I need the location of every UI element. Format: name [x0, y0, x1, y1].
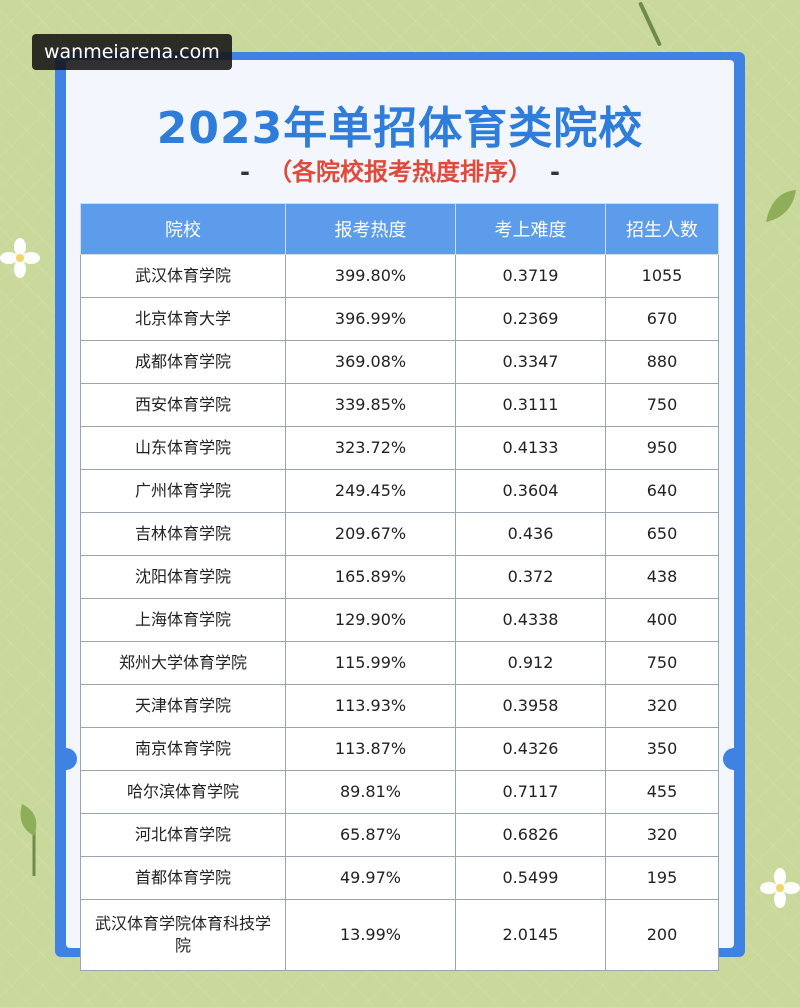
cell-school: 武汉体育学院 — [80, 254, 286, 298]
page-title: 2023年单招体育类院校 — [156, 103, 644, 154]
cell-difficulty: 0.7117 — [455, 770, 606, 814]
cell-school: 北京体育大学 — [80, 297, 286, 341]
cell-heat: 65.87% — [285, 813, 456, 857]
cell-enrollment: 200 — [605, 899, 719, 971]
table-row: 广州体育学院 249.45% 0.3604 640 — [80, 469, 719, 513]
cell-enrollment: 438 — [605, 555, 719, 599]
cell-school: 吉林体育学院 — [80, 512, 286, 556]
cell-enrollment: 320 — [605, 684, 719, 728]
table-row: 哈尔滨体育学院 89.81% 0.7117 455 — [80, 770, 719, 814]
cell-school: 广州体育学院 — [80, 469, 286, 513]
table-row: 上海体育学院 129.90% 0.4338 400 — [80, 598, 719, 642]
cell-difficulty: 0.3111 — [455, 383, 606, 427]
cell-heat: 49.97% — [285, 856, 456, 900]
cell-difficulty: 0.3604 — [455, 469, 606, 513]
cell-heat: 115.99% — [285, 641, 456, 685]
table-row: 武汉体育学院体育科技学院 13.99% 2.0145 200 — [80, 899, 719, 971]
cell-enrollment: 640 — [605, 469, 719, 513]
cell-school: 天津体育学院 — [80, 684, 286, 728]
side-dot-left — [55, 748, 77, 770]
cell-school: 首都体育学院 — [80, 856, 286, 900]
ranking-table: 院校 报考热度 考上难度 招生人数 武汉体育学院 399.80% 0.3719 105… — [80, 203, 719, 971]
flower-icon-right — [760, 868, 800, 908]
cell-school: 成都体育学院 — [80, 340, 286, 384]
cell-heat: 129.90% — [285, 598, 456, 642]
table-row: 成都体育学院 369.08% 0.3347 880 — [80, 340, 719, 384]
table-row: 吉林体育学院 209.67% 0.436 650 — [80, 512, 719, 556]
subtitle-dash-left: - — [240, 158, 250, 186]
cell-difficulty: 0.912 — [455, 641, 606, 685]
cell-enrollment: 750 — [605, 641, 719, 685]
cell-difficulty: 0.3347 — [455, 340, 606, 384]
header-enrollment: 招生人数 — [605, 203, 719, 255]
cell-heat: 113.87% — [285, 727, 456, 771]
table-row: 山东体育学院 323.72% 0.4133 950 — [80, 426, 719, 470]
cell-enrollment: 350 — [605, 727, 719, 771]
cell-school: 山东体育学院 — [80, 426, 286, 470]
cell-difficulty: 0.4326 — [455, 727, 606, 771]
cell-enrollment: 950 — [605, 426, 719, 470]
header-school: 院校 — [80, 203, 286, 255]
cell-enrollment: 195 — [605, 856, 719, 900]
cell-enrollment: 400 — [605, 598, 719, 642]
cell-school: 郑州大学体育学院 — [80, 641, 286, 685]
table-row: 北京体育大学 396.99% 0.2369 670 — [80, 297, 719, 341]
cell-heat: 209.67% — [285, 512, 456, 556]
cell-enrollment: 320 — [605, 813, 719, 857]
cell-heat: 89.81% — [285, 770, 456, 814]
cell-heat: 399.80% — [285, 254, 456, 298]
cell-difficulty: 2.0145 — [455, 899, 606, 971]
cell-difficulty: 0.4338 — [455, 598, 606, 642]
table-row: 河北体育学院 65.87% 0.6826 320 — [80, 813, 719, 857]
cell-school: 南京体育学院 — [80, 727, 286, 771]
table-row: 武汉体育学院 399.80% 0.3719 1055 — [80, 254, 719, 298]
subtitle-dash-right: - — [550, 158, 560, 186]
cell-heat: 369.08% — [285, 340, 456, 384]
flower-icon-left — [0, 238, 40, 278]
cell-school: 河北体育学院 — [80, 813, 286, 857]
cell-enrollment: 650 — [605, 512, 719, 556]
cell-difficulty: 0.2369 — [455, 297, 606, 341]
cell-difficulty: 0.436 — [455, 512, 606, 556]
table-row: 沈阳体育学院 165.89% 0.372 438 — [80, 555, 719, 599]
page-subtitle: - （各院校报考热度排序） - — [66, 152, 734, 187]
cell-difficulty: 0.6826 — [455, 813, 606, 857]
cell-difficulty: 0.5499 — [455, 856, 606, 900]
leaf-icon-right — [766, 190, 796, 222]
cell-school: 上海体育学院 — [80, 598, 286, 642]
table-header-row: 院校 报考热度 考上难度 招生人数 — [80, 203, 719, 255]
cell-enrollment: 670 — [605, 297, 719, 341]
cell-heat: 339.85% — [285, 383, 456, 427]
header-difficulty: 考上难度 — [455, 203, 606, 255]
cell-school: 哈尔滨体育学院 — [80, 770, 286, 814]
cell-difficulty: 0.3719 — [455, 254, 606, 298]
cell-enrollment: 1055 — [605, 254, 719, 298]
table-row: 西安体育学院 339.85% 0.3111 750 — [80, 383, 719, 427]
cell-enrollment: 750 — [605, 383, 719, 427]
cell-heat: 13.99% — [285, 899, 456, 971]
header-heat: 报考热度 — [285, 203, 456, 255]
cell-enrollment: 455 — [605, 770, 719, 814]
cell-heat: 165.89% — [285, 555, 456, 599]
cell-difficulty: 0.372 — [455, 555, 606, 599]
cell-school: 西安体育学院 — [80, 383, 286, 427]
cell-enrollment: 880 — [605, 340, 719, 384]
side-dot-right — [723, 748, 745, 770]
table-row: 天津体育学院 113.93% 0.3958 320 — [80, 684, 719, 728]
cell-difficulty: 0.4133 — [455, 426, 606, 470]
cell-heat: 249.45% — [285, 469, 456, 513]
cell-school: 武汉体育学院体育科技学院 — [80, 899, 286, 971]
table-row: 首都体育学院 49.97% 0.5499 195 — [80, 856, 719, 900]
subtitle-text: （各院校报考热度排序） — [268, 158, 532, 186]
cell-difficulty: 0.3958 — [455, 684, 606, 728]
watermark: wanmeiarena.com — [32, 34, 232, 70]
leaf-icon-left — [20, 804, 37, 876]
table-row: 南京体育学院 113.87% 0.4326 350 — [80, 727, 719, 771]
cell-heat: 396.99% — [285, 297, 456, 341]
table-row: 郑州大学体育学院 115.99% 0.912 750 — [80, 641, 719, 685]
cell-heat: 113.93% — [285, 684, 456, 728]
cell-school: 沈阳体育学院 — [80, 555, 286, 599]
cell-heat: 323.72% — [285, 426, 456, 470]
